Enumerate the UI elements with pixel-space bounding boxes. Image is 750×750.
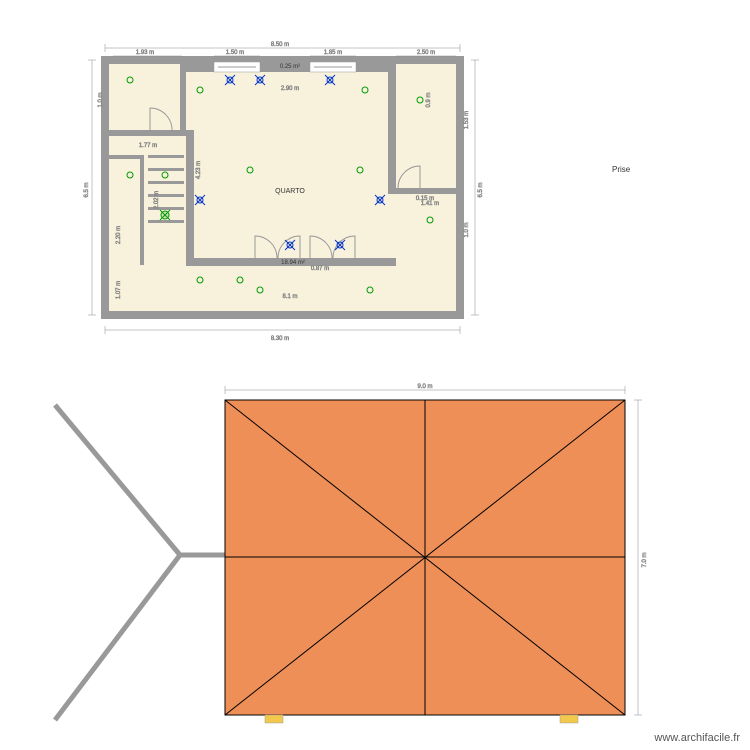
svg-text:2.90 m: 2.90 m xyxy=(281,86,299,92)
svg-text:1.0 m: 1.0 m xyxy=(98,92,104,107)
area-main: 18.94 m² xyxy=(281,260,305,266)
floorplan: 8.50 m 8.30 m 6.5 m 6.5 m xyxy=(84,42,484,342)
roof-dim-right: 7.0 m xyxy=(642,552,648,567)
roofplan: 9.0 m 7.0 m xyxy=(55,384,648,723)
svg-text:0.9 m: 0.9 m xyxy=(426,92,432,107)
svg-text:1.07 m: 1.07 m xyxy=(116,281,122,299)
svg-text:2.20 m: 2.20 m xyxy=(116,226,122,244)
dim-bottom: 8.30 m xyxy=(271,336,289,342)
area-top: 0.25 m² xyxy=(280,64,300,70)
legend-label: Prise xyxy=(612,165,630,174)
svg-text:1.41 m: 1.41 m xyxy=(421,201,439,207)
svg-text:1.93 m: 1.93 m xyxy=(136,50,154,56)
svg-text:1.50 m: 1.50 m xyxy=(226,50,244,56)
roof-dim-top: 9.0 m xyxy=(417,384,432,390)
roof-tab xyxy=(265,715,283,723)
roof-paths xyxy=(55,405,225,720)
svg-text:8.1 m: 8.1 m xyxy=(282,294,297,300)
dim-right: 6.5 m xyxy=(478,182,484,197)
svg-text:1.85 m: 1.85 m xyxy=(324,50,342,56)
room-label: QUARTO xyxy=(275,188,305,195)
dim-top: 8.50 m xyxy=(271,42,289,48)
svg-text:1.0 m: 1.0 m xyxy=(464,222,470,237)
roof-tab xyxy=(560,715,578,723)
roof-hips xyxy=(225,400,625,715)
svg-text:4.23 m: 4.23 m xyxy=(196,161,202,179)
dim-left: 6.5 m xyxy=(84,182,90,197)
svg-text:2.50 m: 2.50 m xyxy=(417,50,435,56)
watermark: www.archifacile.fr xyxy=(654,732,740,744)
svg-text:1.77 m: 1.77 m xyxy=(139,143,157,149)
svg-text:0.87 m: 0.87 m xyxy=(311,266,329,272)
svg-text:2.02 m: 2.02 m xyxy=(154,191,160,209)
svg-text:1.53 m: 1.53 m xyxy=(464,111,470,129)
